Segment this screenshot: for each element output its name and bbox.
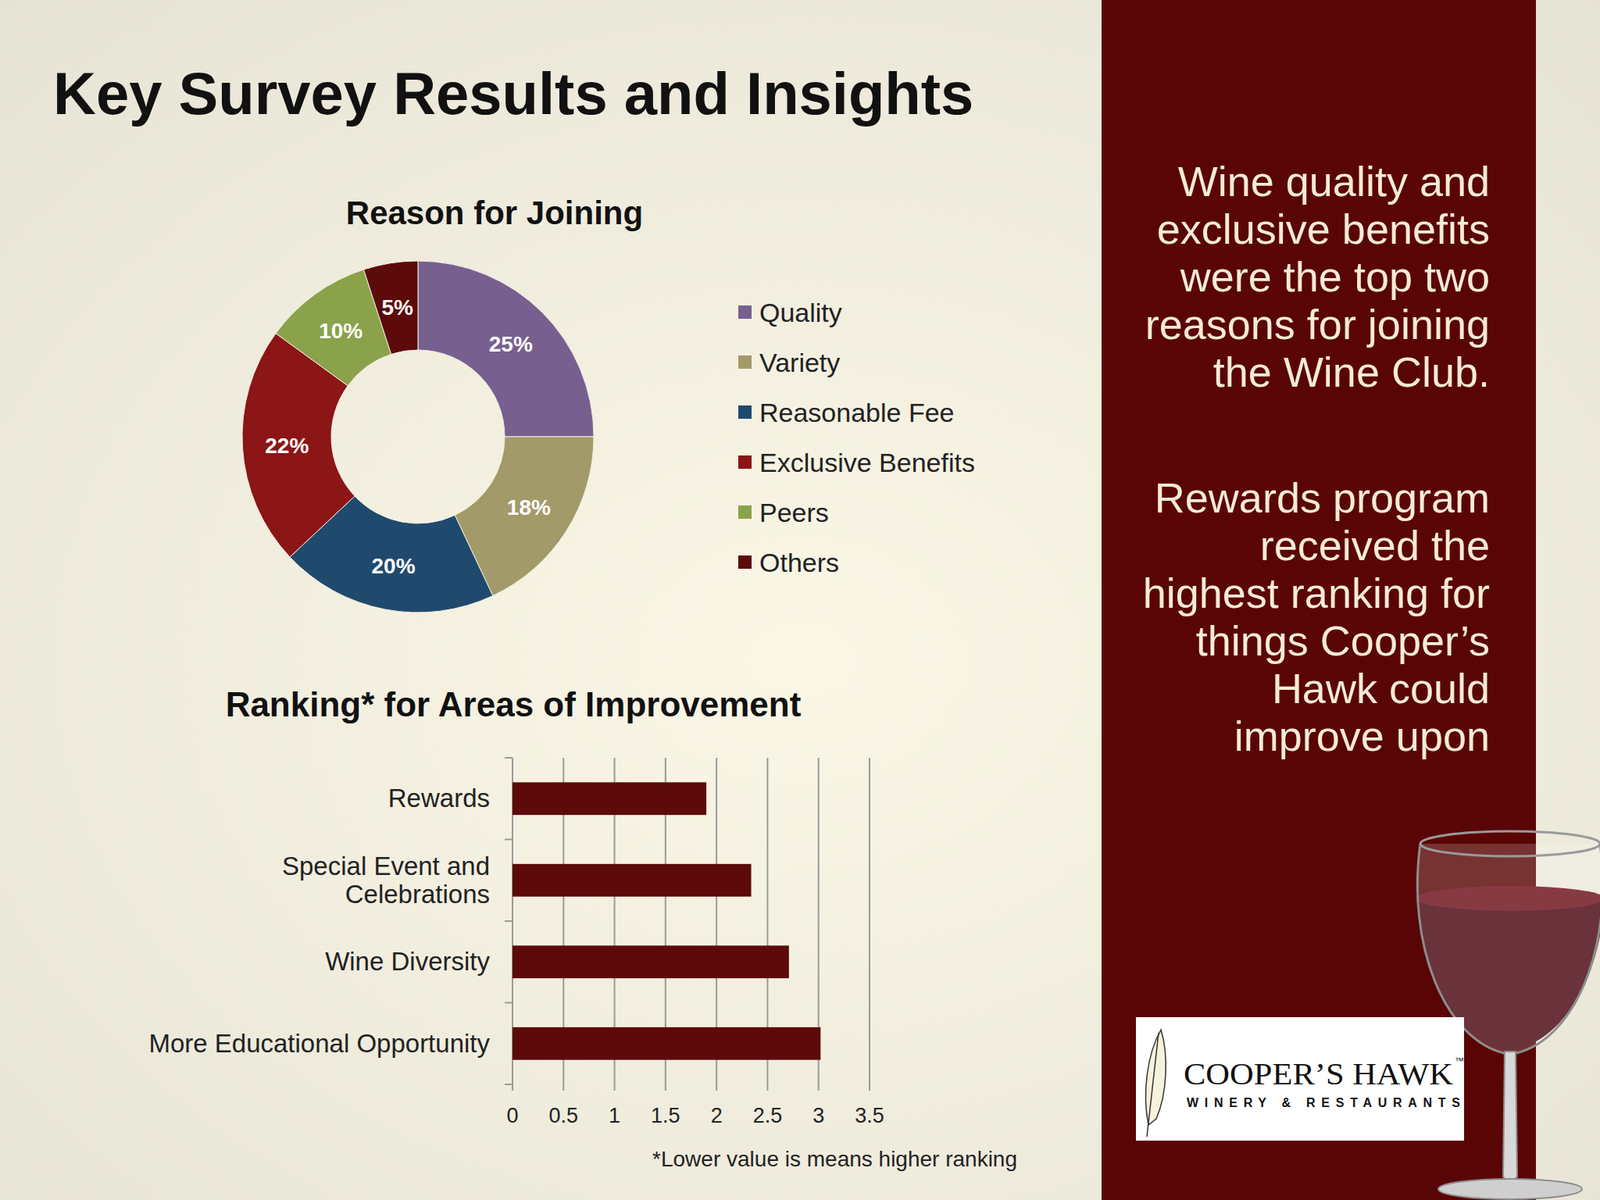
stem (1503, 1051, 1518, 1180)
legend-label: Reasonable Fee (759, 397, 955, 428)
tick-label: 3.5 (854, 1103, 885, 1128)
legend-swatch (738, 455, 752, 469)
bar (512, 945, 790, 979)
category-label: Special Event andCelebrations (282, 851, 490, 909)
feather (1146, 1029, 1167, 1125)
logo: COOPER’S HAWK™ WINERY & RESTAURANTS (1135, 1017, 1465, 1141)
bar (512, 864, 752, 897)
bar (512, 1027, 821, 1061)
wine-glass (1415, 831, 1600, 1200)
category-line: Celebrations (345, 879, 490, 909)
legend-label: Variety (759, 347, 840, 378)
legend-swatch (738, 555, 752, 569)
legend-swatch (738, 405, 752, 419)
category-divider (504, 1002, 513, 1004)
legend-label: Others (759, 547, 840, 578)
data-label: 10% (318, 318, 363, 343)
category-line: Wine Diversity (325, 946, 490, 976)
tick-label: 1.5 (650, 1103, 681, 1128)
logo-name: COOPER’S HAWK (1183, 1056, 1454, 1092)
data-label: 5% (381, 295, 414, 320)
legend-swatch (738, 505, 752, 519)
bars (512, 782, 821, 1060)
base (1438, 1178, 1583, 1200)
category-divider (504, 757, 513, 759)
donut-slice (417, 260, 594, 437)
bar (512, 782, 707, 815)
logo-box (1135, 1017, 1465, 1141)
category-divider (504, 920, 513, 922)
legend-label: Quality (759, 297, 843, 328)
tick-label: 0.5 (549, 1103, 579, 1128)
category-label: Rewards (388, 783, 490, 813)
footnote: *Lower value is means higher ranking (652, 1146, 1018, 1172)
tick-label: 2.5 (753, 1103, 783, 1128)
grid-line (868, 757, 871, 1091)
data-label: 25% (489, 332, 533, 357)
category-divider (504, 839, 513, 841)
tick-label: 1 (608, 1103, 621, 1128)
slide-title: Key Survey Results and Insights (53, 60, 974, 127)
chart-title: Reason for Joining (346, 194, 643, 232)
donut (242, 260, 594, 613)
data-label: 22% (264, 433, 309, 458)
legend-label: Peers (759, 497, 829, 528)
data-label: 20% (371, 553, 415, 579)
category-label: More Educational Opportunity (148, 1028, 490, 1058)
legend-swatch (738, 305, 752, 319)
legend-label: Exclusive Benefits (759, 447, 975, 478)
donut-slice (363, 260, 418, 354)
data-label: 18% (507, 495, 551, 520)
tick-label: 3 (812, 1103, 825, 1128)
feather-shaft (1146, 1032, 1159, 1137)
category-divider (504, 1083, 513, 1086)
chart-title: Ranking* for Areas of Improvement (225, 685, 802, 724)
background (0, 0, 1600, 1200)
logo-trademark: ™ (1454, 1055, 1465, 1067)
tick-label: 0 (506, 1103, 518, 1128)
category-line: Special Event and (282, 851, 490, 881)
insight-text: Wine quality and exclusive benefits were… (1128, 157, 1490, 397)
category-line: Rewards (388, 783, 490, 813)
category-line: More Educational Opportunity (148, 1028, 490, 1058)
legend-swatch (738, 355, 752, 369)
tick-label: 2 (710, 1103, 723, 1128)
logo-tagline: WINERY & RESTAURANTS (1186, 1096, 1461, 1110)
rim (1420, 831, 1600, 857)
insight-text: Rewards program received the highest ran… (1128, 474, 1490, 761)
category-label: Wine Diversity (325, 946, 490, 976)
